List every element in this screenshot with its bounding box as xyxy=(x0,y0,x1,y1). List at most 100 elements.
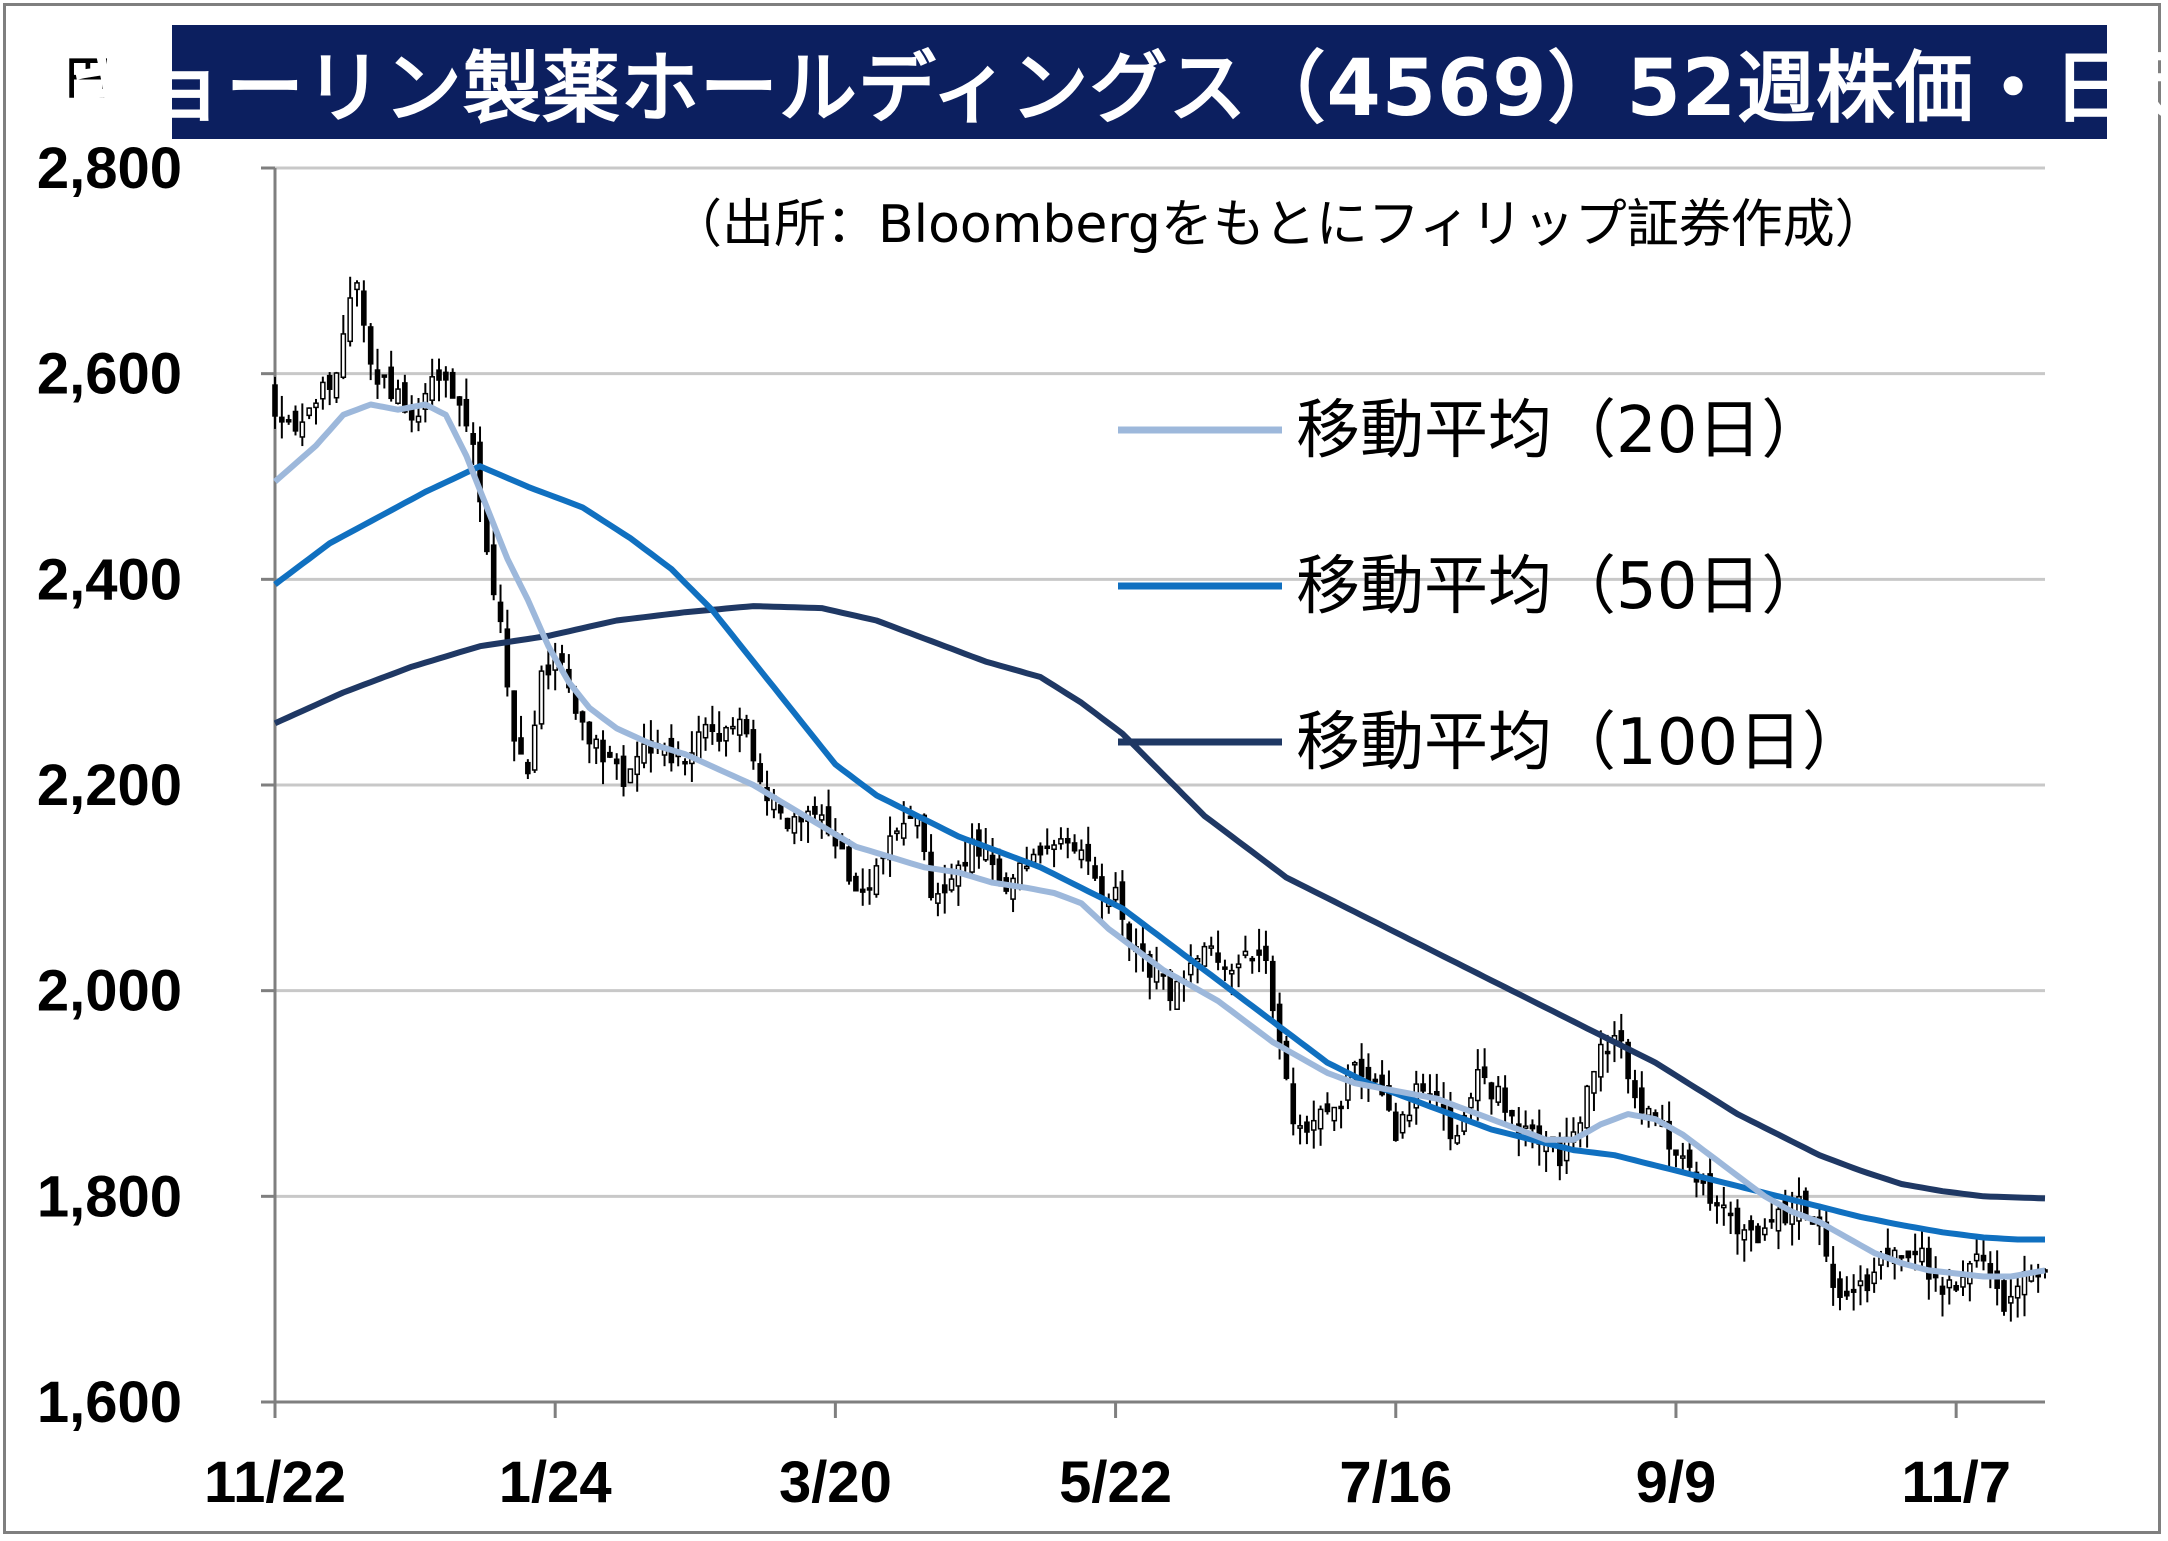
candle-body xyxy=(333,372,340,399)
candle-body xyxy=(730,725,736,730)
candle-body xyxy=(1509,1109,1515,1117)
candle-body xyxy=(1392,1111,1399,1141)
candle-body xyxy=(1317,1108,1324,1130)
candle-body xyxy=(1447,1103,1454,1140)
candle-body xyxy=(422,392,429,410)
candle-body xyxy=(941,884,948,894)
candle-body xyxy=(1850,1288,1857,1293)
legend-label-ma20: 移動平均（20日） xyxy=(1296,394,1825,468)
candle-body xyxy=(1721,1204,1727,1209)
candle-body xyxy=(1290,1083,1297,1125)
candle-body xyxy=(1461,1114,1467,1132)
candle-body xyxy=(525,761,531,775)
candle-body xyxy=(593,738,599,749)
candle-body xyxy=(1680,1155,1686,1159)
candle-body xyxy=(1420,1083,1426,1092)
candle-body xyxy=(279,416,285,423)
grid-lines xyxy=(275,166,2045,1198)
candle-body xyxy=(1338,1105,1344,1110)
candle-body xyxy=(1987,1263,1994,1274)
candle-body xyxy=(812,805,818,815)
candle-body xyxy=(750,729,757,762)
ma20-line xyxy=(273,401,2046,1280)
candle-body xyxy=(1844,1290,1850,1297)
candle-body xyxy=(1481,1066,1488,1079)
candle-body xyxy=(429,376,435,401)
x-tick-label: 3/20 xyxy=(779,1450,892,1515)
candle-body xyxy=(1529,1124,1536,1130)
candle-body xyxy=(1235,963,1242,969)
chart-frame xyxy=(3,3,2161,1534)
candle-body xyxy=(1502,1087,1508,1113)
candle-body xyxy=(1823,1221,1830,1257)
candle-body xyxy=(1932,1273,1939,1279)
candle-body xyxy=(1092,865,1098,879)
candle-body xyxy=(736,718,743,736)
candle-body xyxy=(1912,1250,1918,1256)
y-tick-label: 2,200 xyxy=(37,753,182,818)
candle-body xyxy=(497,601,504,623)
candle-body xyxy=(1768,1219,1775,1223)
candle-body xyxy=(1474,1068,1481,1102)
candle-body xyxy=(682,760,688,765)
candle-body xyxy=(1174,980,1180,1010)
candle-body xyxy=(695,731,702,762)
candle-body xyxy=(784,817,791,830)
candle-body xyxy=(853,875,859,892)
candle-body xyxy=(299,421,306,438)
candle-body xyxy=(1071,842,1078,852)
candle-body xyxy=(518,737,524,755)
candle-body xyxy=(463,398,470,427)
candle-body xyxy=(1864,1274,1871,1292)
candle-body xyxy=(1351,1062,1358,1066)
candle-body xyxy=(1263,945,1269,962)
candle-body xyxy=(1256,949,1262,956)
ma50-line xyxy=(273,463,2045,1243)
candle-body xyxy=(1919,1247,1925,1263)
candle-body xyxy=(1222,966,1228,970)
candle-body xyxy=(1044,845,1051,850)
candle-body xyxy=(1994,1270,2000,1289)
legend: 移動平均（20日） 移動平均（50日） 移動平均（100日） xyxy=(1118,394,1866,780)
y-tick-label: 2,600 xyxy=(37,342,182,407)
candle-body xyxy=(709,724,716,733)
candle-body xyxy=(757,763,764,783)
candle-body xyxy=(1146,954,1153,978)
candles xyxy=(272,276,2048,1322)
candle-body xyxy=(1980,1254,1987,1262)
candle-body xyxy=(586,721,593,745)
candle-body xyxy=(511,690,517,742)
candle-body xyxy=(873,865,880,896)
candle-body xyxy=(1625,1041,1631,1080)
candle-body xyxy=(1386,1085,1392,1111)
candle-body xyxy=(347,297,353,343)
source-note: （出所：Bloombergをもとにフィリップ証券作成） xyxy=(670,195,1887,255)
candle-body xyxy=(921,814,928,853)
candle-body xyxy=(538,670,545,725)
candle-body xyxy=(1215,952,1221,963)
moving-averages xyxy=(273,401,2046,1280)
candle-body xyxy=(320,381,326,400)
x-tick-label: 9/9 xyxy=(1636,1450,1717,1515)
candle-body xyxy=(1310,1119,1317,1131)
candle-body xyxy=(1468,1097,1474,1109)
candle-body xyxy=(1297,1125,1303,1129)
candle-body xyxy=(1727,1212,1734,1217)
legend-label-ma50: 移動平均（50日） xyxy=(1296,550,1825,624)
candle-body xyxy=(716,732,723,742)
candle-body xyxy=(989,854,996,866)
candle-body xyxy=(326,374,333,390)
candle-body xyxy=(1372,1078,1379,1083)
candle-body xyxy=(1973,1253,1980,1262)
candle-body xyxy=(1898,1255,1905,1259)
x-tick-label: 1/24 xyxy=(499,1450,612,1515)
candle-body xyxy=(1946,1279,1953,1289)
candle-body xyxy=(2014,1285,2021,1299)
candle-body xyxy=(367,326,374,365)
candle-body xyxy=(374,369,381,385)
candle-body xyxy=(1796,1196,1802,1222)
candle-body xyxy=(381,374,388,378)
candle-body xyxy=(402,382,408,413)
candle-body xyxy=(545,664,552,676)
